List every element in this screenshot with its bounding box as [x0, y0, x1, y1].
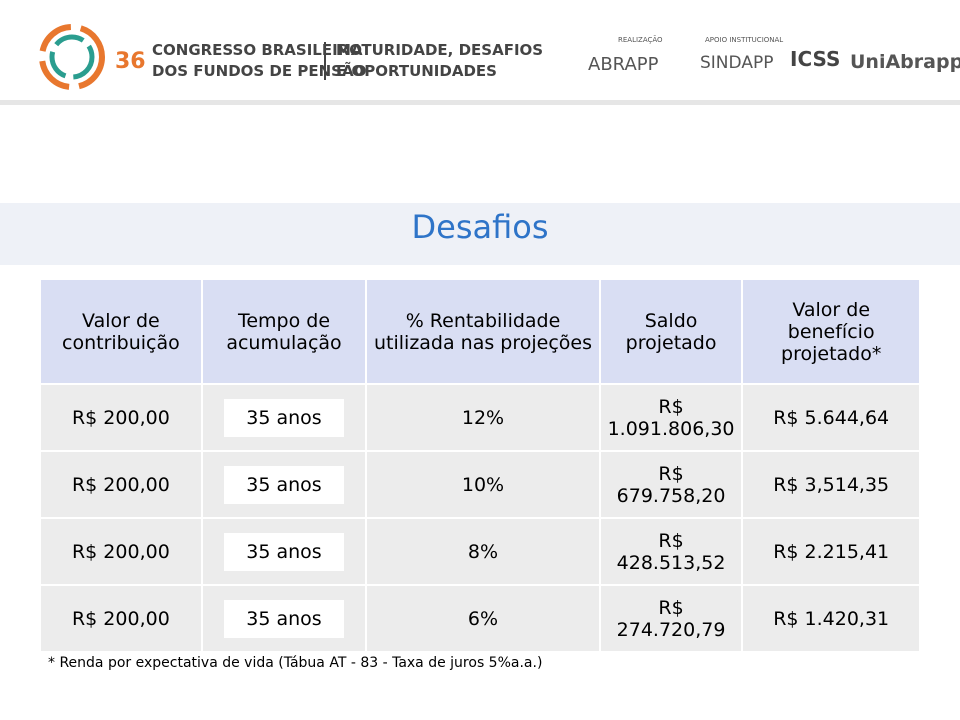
- cell: R$ 200,00: [39, 383, 203, 452]
- title-band: [0, 203, 960, 265]
- event-line: CONGRESSO BRASILEIRO: [152, 41, 362, 59]
- cell: 35 anos: [200, 517, 368, 586]
- column-header: % Rentabilidade utilizada nas projeções: [365, 278, 601, 385]
- row: R$ 200,00 35 anos 10% R$ 679.758,20 R$ 3,514…: [39, 450, 921, 519]
- row: R$ 200,00 35 anos 6% R$ 274.720,79 R$ 1.420,…: [39, 584, 921, 653]
- footnote: * Renda por expectativa de vida (Tábua A…: [48, 655, 543, 671]
- column-header: Tempo de acumulação: [200, 278, 368, 385]
- cell: R$ 1.091.806,30: [598, 383, 744, 452]
- row: R$ 200,00 35 anos 8% R$ 428.513,52 R$ 2.215,…: [39, 517, 921, 586]
- event-number: 36: [115, 49, 146, 74]
- theme-line: E OPORTUNIDADES: [336, 62, 497, 80]
- logo: ICSS: [790, 47, 840, 71]
- logo: ABRAPP: [588, 54, 659, 75]
- column-header: Saldo projetado: [598, 278, 744, 385]
- cell: R$ 200,00: [39, 450, 203, 519]
- cell: 10%: [365, 450, 601, 519]
- cell: R$ 274.720,79: [598, 584, 744, 653]
- cell: 35 anos: [200, 450, 368, 519]
- cell-text: 35 anos: [224, 465, 344, 504]
- event-line: DOS FUNDOS DE PENSÃO: [152, 61, 366, 80]
- cell-text: 35 anos: [224, 532, 344, 571]
- label: APOIO INSTITUCIONAL: [705, 36, 783, 44]
- cell: R$ 679.758,20: [598, 450, 744, 519]
- column-header: Valor de benefício projetado*: [741, 278, 921, 385]
- cell: 8%: [365, 517, 601, 586]
- title: Desafios: [411, 208, 549, 246]
- logo: SINDAPP: [700, 53, 773, 73]
- label: REALIZAÇÃO: [618, 35, 663, 44]
- column-header: Valor de contribuição: [39, 278, 203, 385]
- cell: 12%: [365, 383, 601, 452]
- cell-text: 35 anos: [224, 398, 344, 437]
- cell: 35 anos: [200, 383, 368, 452]
- cell: R$ 2.215,41: [741, 517, 921, 586]
- cell: R$ 3,514,35: [741, 450, 921, 519]
- cell: R$ 5.644,64: [741, 383, 921, 452]
- logos: 36 CONGRESSO BRASILEIRO DOS FUNDOS DE PE…: [39, 24, 960, 90]
- cell: R$ 200,00: [39, 584, 203, 653]
- table: Valor de contribuição Tempo de acumulação…: [39, 278, 921, 653]
- theme-line: MATURIDADE, DESAFIOS: [336, 41, 543, 59]
- cell: 35 anos: [200, 584, 368, 653]
- cell-text: 35 anos: [224, 599, 344, 638]
- cell: 6%: [365, 584, 601, 653]
- cell: R$ 428.513,52: [598, 517, 744, 586]
- cell: R$ 200,00: [39, 517, 203, 586]
- row: R$ 200,00 35 anos 12% R$ 1.091.806,30 R$ 5.6…: [39, 383, 921, 452]
- logo: UniAbrapp: [850, 51, 960, 73]
- cell: R$ 1.420,31: [741, 584, 921, 653]
- header: 36 CONGRESSO BRASILEIRO DOS FUNDOS DE PE…: [0, 0, 960, 105]
